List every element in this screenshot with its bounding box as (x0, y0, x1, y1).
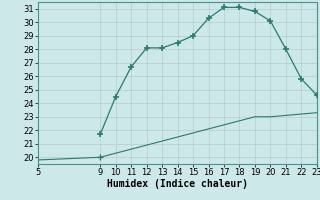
X-axis label: Humidex (Indice chaleur): Humidex (Indice chaleur) (107, 179, 248, 189)
